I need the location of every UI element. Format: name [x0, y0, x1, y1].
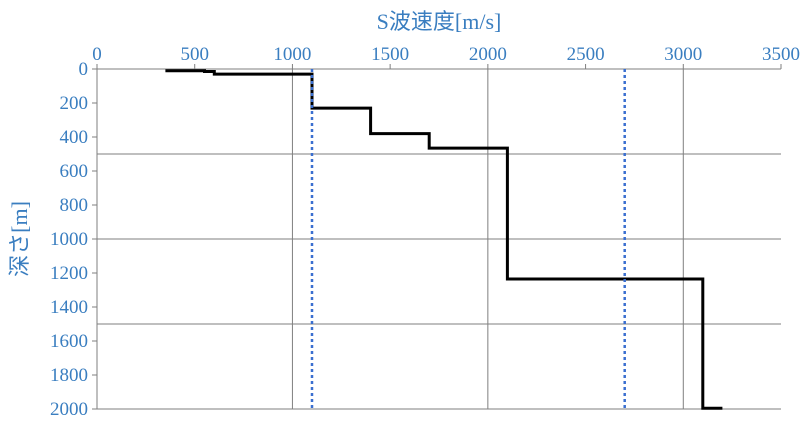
- y-tick-label-1800: 1800: [50, 365, 88, 386]
- tick-labels: 0 500 1000 1500 2000 2500 3000 3500 0 200 400 600 80…: [50, 44, 800, 420]
- y-tick-label-200: 200: [60, 93, 89, 114]
- gridlines: [97, 69, 781, 409]
- x-tick-label-3000: 3000: [664, 44, 702, 65]
- x-tick-label-2500: 2500: [567, 44, 605, 65]
- x-tick-label-0: 0: [92, 44, 102, 65]
- x-axis-title: S波速度[m/s]: [377, 9, 502, 34]
- y-tick-label-1200: 1200: [50, 263, 88, 284]
- axes: [92, 64, 782, 410]
- y-tick-label-1600: 1600: [50, 331, 88, 352]
- y-tick-label-1000: 1000: [50, 229, 88, 250]
- y-tick-label-800: 800: [60, 195, 89, 216]
- y-axis-title: 深さ[m]: [7, 201, 32, 277]
- y-tick-label-2000: 2000: [50, 399, 88, 420]
- x-tick-label-1500: 1500: [371, 44, 409, 65]
- x-tick-label-1000: 1000: [273, 44, 311, 65]
- x-tick-label-3500: 3500: [762, 44, 800, 65]
- x-tick-label-500: 500: [180, 44, 209, 65]
- velocity-profile-line: [165, 69, 723, 410]
- y-tick-label-0: 0: [79, 59, 89, 80]
- y-tick-label-1400: 1400: [50, 297, 88, 318]
- y-tick-label-400: 400: [60, 127, 89, 148]
- y-tick-label-600: 600: [60, 161, 89, 182]
- series-group: [165, 69, 723, 410]
- x-tick-label-2000: 2000: [469, 44, 507, 65]
